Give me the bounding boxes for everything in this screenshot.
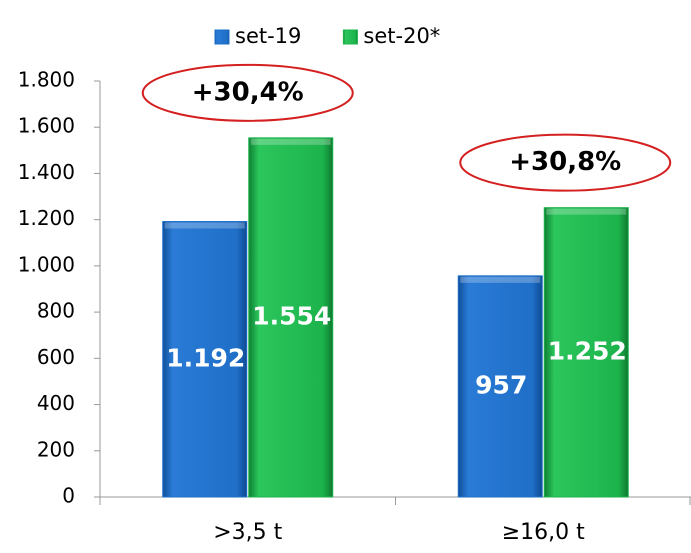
bar: [162, 221, 248, 498]
bar-top: [250, 138, 331, 145]
legend-label: set-20*: [363, 24, 440, 48]
legend-swatch: [214, 29, 230, 45]
legend-label: set-19: [235, 24, 301, 48]
value-label: 1.252: [548, 336, 627, 365]
bar-top: [460, 276, 541, 283]
legend-swatch: [342, 29, 358, 45]
x-tick-label: >3,5 t: [213, 520, 282, 545]
bar: [543, 207, 629, 498]
x-tick-label: ≥16,0 t: [502, 520, 585, 545]
y-tick-label: 1.600: [18, 114, 75, 138]
annotation: +30,8%: [509, 147, 621, 177]
annotation: +30,4%: [192, 77, 304, 107]
y-tick-label: 1.200: [18, 206, 75, 230]
y-tick-label: 800: [37, 299, 75, 323]
annotation-ellipse: [141, 63, 354, 122]
bar: [457, 275, 543, 498]
y-tick-label: 0: [62, 484, 75, 508]
bar-top: [164, 222, 245, 229]
y-tick-label: 600: [37, 345, 75, 369]
value-label: 1.554: [252, 301, 331, 330]
bar: [248, 137, 334, 498]
y-tick-label: 1.000: [18, 252, 75, 276]
value-label: 957: [475, 370, 527, 399]
value-label: 1.192: [166, 343, 245, 372]
annotation-ellipse: [459, 133, 672, 192]
y-tick-label: 1.400: [18, 160, 75, 184]
y-tick-label: 1.800: [18, 68, 75, 92]
y-tick-label: 200: [37, 437, 75, 461]
y-tick-label: 400: [37, 391, 75, 415]
bar-top: [546, 208, 627, 215]
